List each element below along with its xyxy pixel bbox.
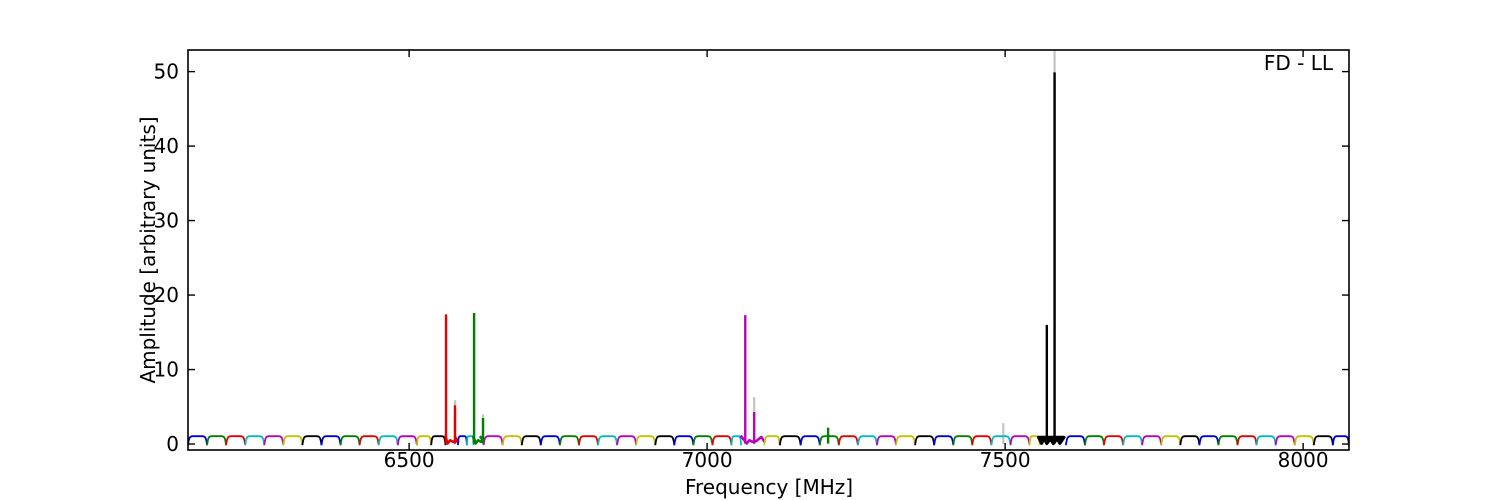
subband-bandpass-curve	[457, 435, 468, 446]
y-tick-label: 40	[154, 134, 179, 158]
subband-bandpass-curve	[501, 435, 523, 446]
corner-label: FD - LL	[1263, 51, 1333, 75]
subband-bandpass-curve	[1141, 435, 1163, 446]
subband-bandpass-curve	[559, 435, 580, 446]
subband-bandpass-curve	[1122, 435, 1144, 446]
x-tick-label: 8000	[1278, 448, 1329, 472]
subband-bandpass-curve	[990, 435, 1012, 446]
x-tick-label: 7500	[980, 448, 1031, 472]
subband-bandpass-curve	[1103, 435, 1124, 446]
subband-bandpass-curve	[416, 435, 433, 446]
subband-bandpass-curve	[857, 435, 878, 446]
subband-bandpass-curve	[1084, 435, 1105, 446]
subband-bandpass-curve	[482, 435, 504, 446]
subband-bandpass-curve	[396, 435, 418, 446]
subband-bandpass-curve	[282, 435, 304, 446]
subband-bandpass-curve	[1065, 435, 1086, 446]
subband-bandpass-curve	[1255, 435, 1277, 446]
subband-bandpass-curve	[1236, 435, 1258, 446]
subband-bandpass-curve	[1179, 435, 1201, 446]
subband-bandpass-curve	[763, 435, 781, 446]
subband-bandpass-curve	[933, 435, 955, 446]
subband-bandpass-curve	[799, 435, 821, 446]
subband-bandpass-curve	[730, 435, 742, 446]
subband-bandpass-curve	[539, 435, 561, 446]
y-tick-label: 50	[154, 60, 179, 84]
y-axis-label: Amplitude [arbitrary units]	[136, 116, 160, 384]
subband-bandpass-curve	[1160, 435, 1182, 446]
subband-bandpass-curve	[711, 435, 733, 446]
subband-bandpass-curve	[952, 435, 974, 446]
subband-bandpass-curve	[1293, 435, 1315, 446]
x-tick-label: 7000	[682, 448, 733, 472]
x-axis-label: Frequency [MHz]	[684, 475, 854, 499]
subband-bandpass-curve	[1274, 435, 1296, 446]
subband-bandpass-curve	[818, 435, 840, 446]
subband-bandpass-curve	[673, 435, 695, 446]
y-tick-label: 30	[154, 209, 179, 233]
subband-bandpass-curve	[597, 435, 618, 446]
subband-bandpass-curve	[616, 435, 638, 446]
subband-bandpass-curve	[520, 435, 542, 446]
subband-bandpass-curve	[692, 435, 714, 446]
subband-bandpass-curve	[301, 435, 323, 446]
subband-bandpass-curve	[263, 435, 285, 446]
subband-bandpass-curve	[320, 435, 342, 446]
subband-bandpass-curve	[971, 435, 993, 446]
y-tick-label: 10	[154, 358, 179, 382]
subband-bandpass-curve	[895, 435, 916, 446]
subband-dip-curve	[739, 435, 766, 445]
subband-bandpass-curve	[578, 435, 599, 446]
x-tick-label: 6500	[384, 448, 435, 472]
plot-frame	[187, 49, 1350, 451]
black-dip-blob	[1037, 435, 1066, 446]
subband-bandpass-curve	[1332, 435, 1349, 446]
subband-bandpass-curve	[339, 435, 361, 446]
subband-bandpass-curve	[188, 435, 208, 446]
subband-bandpass-curve	[1217, 435, 1239, 446]
subband-bandpass-curve	[778, 435, 802, 446]
subband-bandpass-curve	[358, 435, 380, 446]
subband-bandpass-curve	[244, 435, 266, 446]
plot-area	[188, 50, 1349, 446]
subband-bandpass-curve	[1009, 435, 1031, 446]
subband-bandpass-curve	[837, 435, 859, 446]
subband-bandpass-curve	[377, 435, 399, 446]
subband-bandpass-curve	[1312, 435, 1334, 446]
subband-bandpass-curve	[225, 435, 247, 446]
subband-bandpass-curve	[430, 435, 447, 446]
subband-bandpass-curve	[876, 435, 897, 446]
subband-bandpass-curve	[914, 435, 936, 446]
subband-bandpass-curve	[206, 435, 227, 446]
y-tick-label: 0	[166, 432, 179, 456]
subband-bandpass-curve	[654, 435, 676, 446]
y-tick-label: 20	[154, 283, 179, 307]
subband-bandpass-curve	[1198, 435, 1220, 446]
subband-bandpass-curve	[635, 435, 657, 446]
